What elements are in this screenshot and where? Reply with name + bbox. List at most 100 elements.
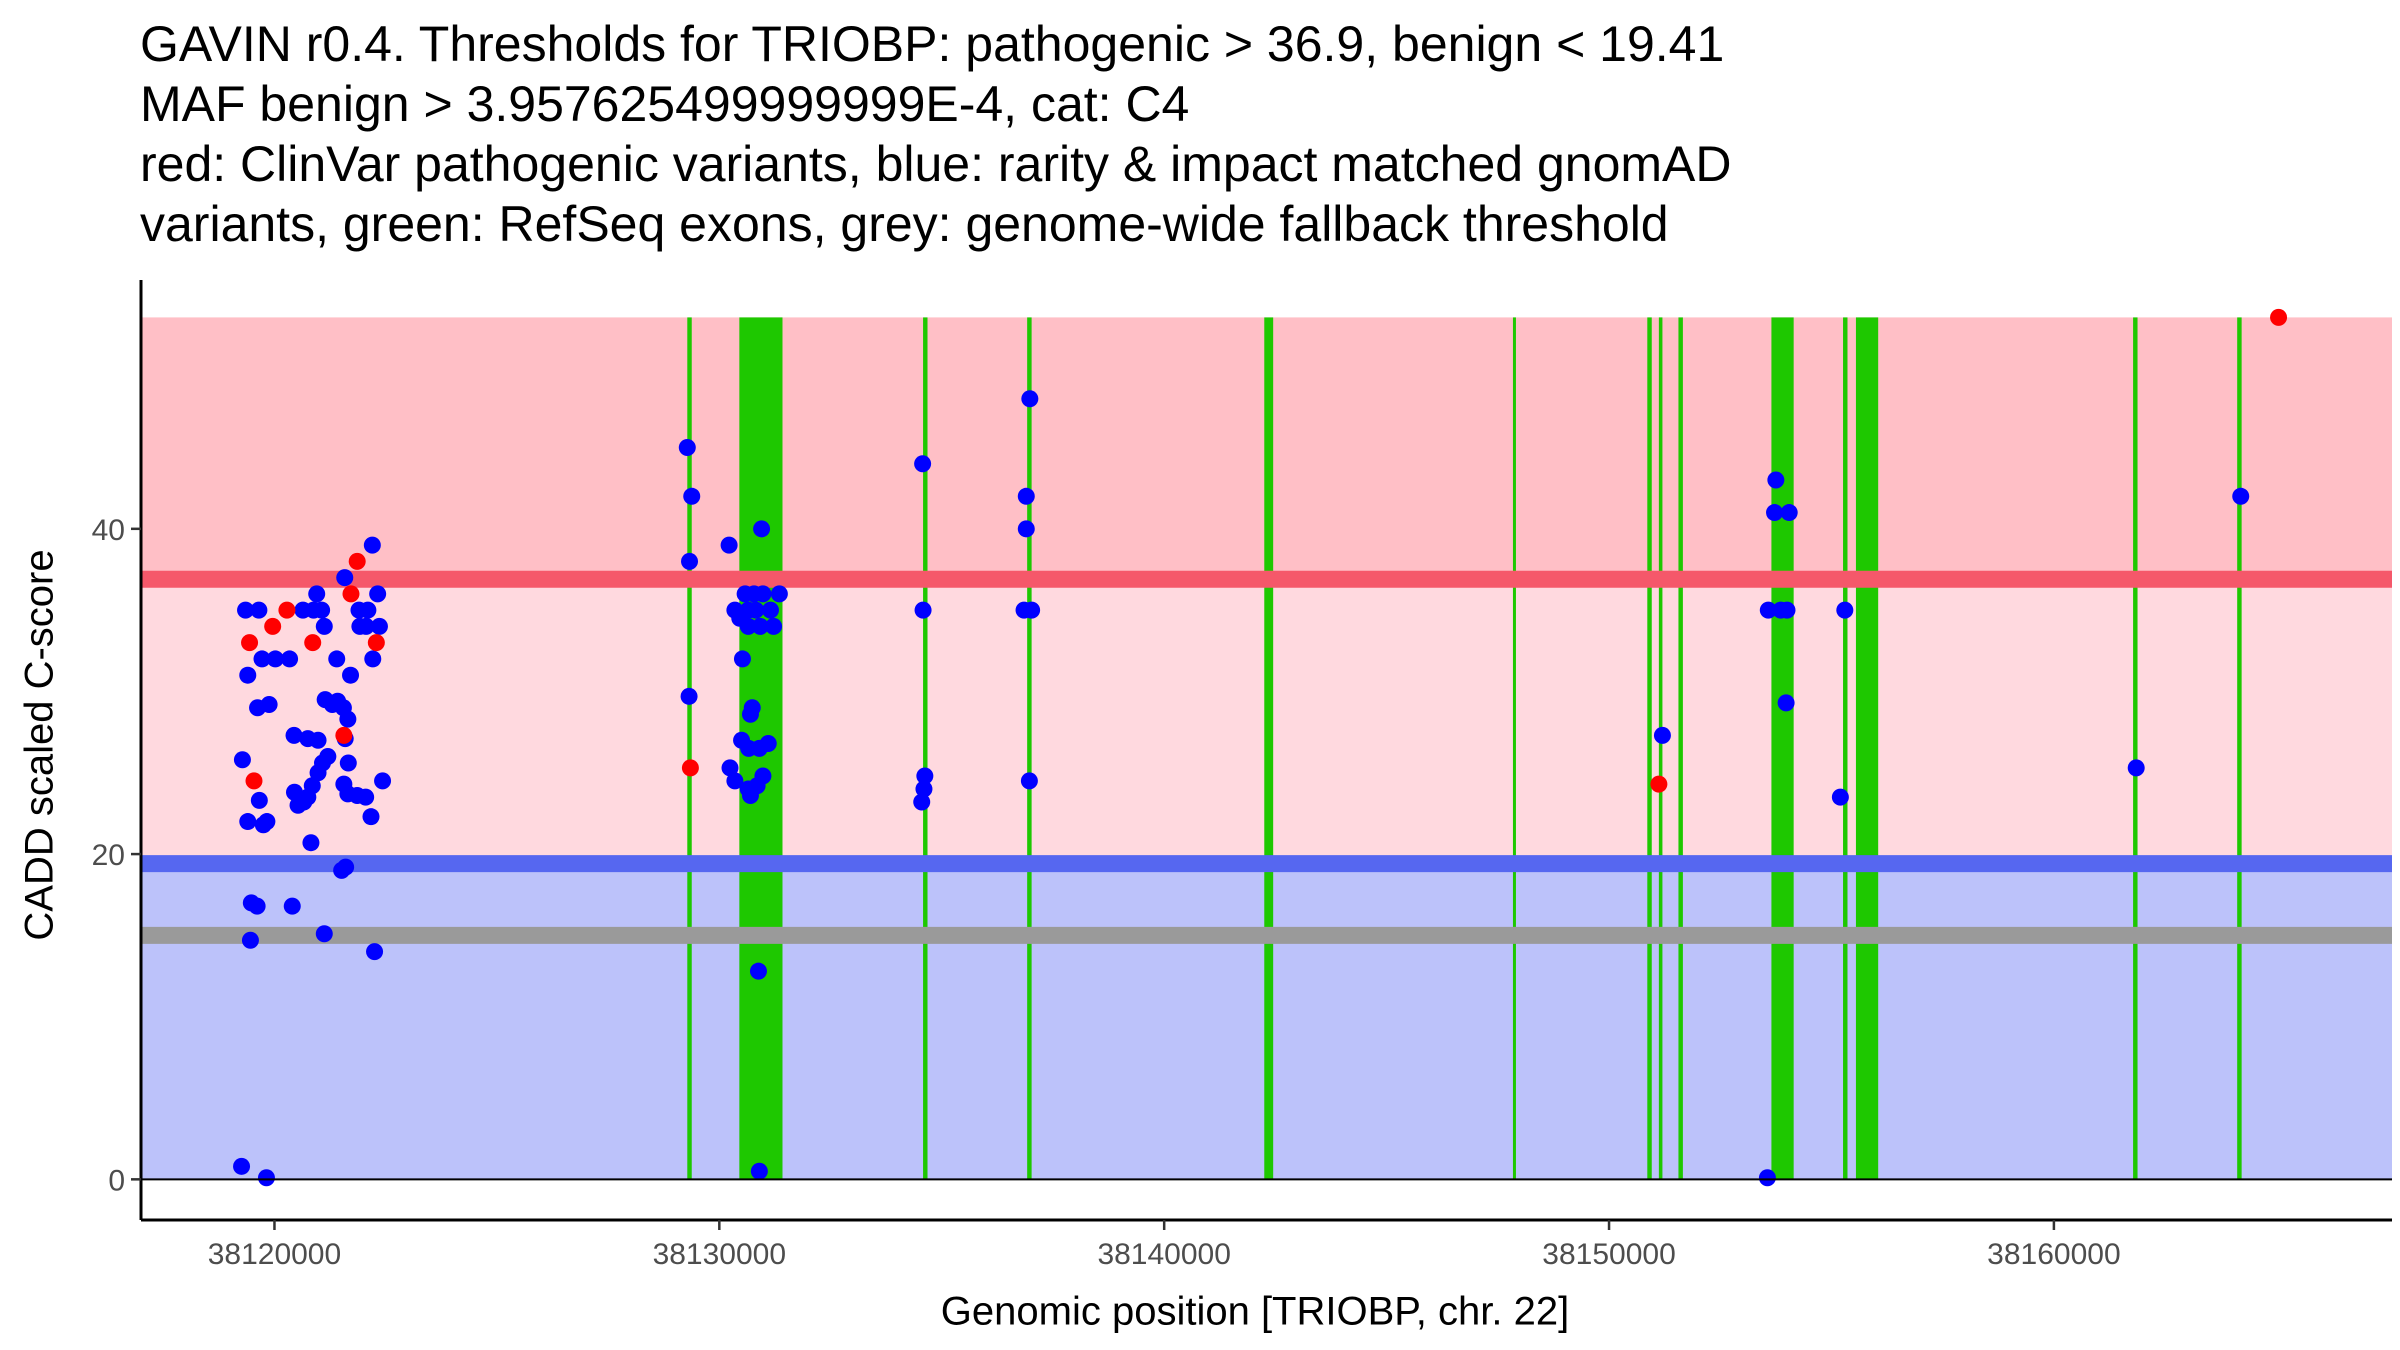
gnomad-point (751, 617, 769, 635)
gnomad-point (750, 1162, 768, 1180)
gnomad-point (1759, 601, 1777, 619)
gnomad-point (1758, 1169, 1776, 1187)
y-tick-label: 20 (92, 839, 125, 872)
gnomad-point (770, 585, 788, 603)
gnomad-point (233, 751, 251, 769)
clinvar-point (335, 726, 353, 744)
gnomad-point (319, 748, 337, 766)
gnomad-point (914, 455, 932, 473)
clinvar-point (2270, 308, 2288, 326)
gnomad-point (916, 767, 934, 785)
gnomad-point (339, 754, 357, 772)
exon-band (2237, 317, 2242, 1180)
gnomad-point (248, 897, 266, 915)
gnomad-point (761, 601, 779, 619)
gnomad-point (315, 617, 333, 635)
gnomad-point (681, 552, 699, 570)
variant-points (233, 308, 2288, 1187)
title-line-1: GAVIN r0.4. Thresholds for TRIOBP: patho… (140, 16, 1725, 72)
gnomad-point (1017, 487, 1035, 505)
gnomad-point (351, 617, 369, 635)
gnomad-point (750, 739, 768, 757)
clinvar-point (304, 634, 322, 652)
gnomad-point (1767, 471, 1785, 489)
clinvar-point (342, 585, 360, 603)
gnomad-point (281, 650, 299, 668)
gnomad-point (2127, 759, 2145, 777)
gnomad-point (250, 791, 268, 809)
gnomad-point (914, 601, 932, 619)
gnomad-point (308, 585, 326, 603)
gnomad-point (374, 772, 392, 790)
gnomad-point (915, 780, 933, 798)
gnomad-point (328, 650, 346, 668)
exon-band (2133, 317, 2138, 1180)
exon-band (1678, 317, 1683, 1180)
gnomad-point (370, 617, 388, 635)
exon-band (1843, 317, 1848, 1180)
gnomad-point (1653, 726, 1671, 744)
threshold-lines (141, 570, 2392, 944)
y-axis-label: CADD scaled C-score (17, 549, 62, 941)
gnomad-point (743, 699, 761, 717)
x-axis-label: Genomic position [TRIOBP, chr. 22] (940, 1289, 1570, 1334)
gnomad-point (363, 536, 381, 554)
x-tick-label: 38120000 (208, 1238, 341, 1271)
gnomad-point (285, 726, 303, 744)
gnomad-point (726, 772, 744, 790)
gnomad-point (1766, 504, 1784, 522)
gnomad-point (733, 650, 751, 668)
gnomad-point (739, 617, 757, 635)
gnomad-point (364, 650, 382, 668)
gnomad-point (2232, 487, 2250, 505)
gnomad-point (253, 650, 271, 668)
x-tick-label: 38150000 (1542, 1238, 1675, 1271)
gnomad-point (309, 731, 327, 749)
gnomad-point (680, 687, 698, 705)
clinvar-point (367, 634, 385, 652)
clinvar-point (348, 552, 366, 570)
gnomad-point (754, 585, 772, 603)
gnomad-point (283, 897, 301, 915)
exon-band (687, 317, 692, 1180)
gnomad-point (257, 1169, 275, 1187)
exon-band (1855, 317, 1879, 1180)
gnomad-point (239, 813, 257, 831)
gnomad-point (359, 601, 377, 619)
gnomad-point (313, 601, 331, 619)
gnomad-point (1017, 520, 1035, 538)
gnomad-point (1021, 390, 1039, 408)
x-tick-label: 38130000 (653, 1238, 786, 1271)
gnomad-point (303, 777, 321, 795)
gnomad-point (749, 962, 767, 980)
gnomad-point (250, 601, 268, 619)
gnomad-point (720, 536, 738, 554)
gnomad-point (241, 931, 259, 949)
gnomad-point (260, 695, 278, 713)
exon-band (1027, 317, 1032, 1180)
gnomad-point (1777, 694, 1795, 712)
clinvar-point (241, 634, 259, 652)
exon-band (1647, 317, 1652, 1180)
exon-band (1771, 317, 1794, 1180)
clinvar-point (681, 759, 699, 777)
clinvar-point (264, 617, 282, 635)
exon-band (1512, 317, 1516, 1180)
chart-title: GAVIN r0.4. Thresholds for TRIOBP: patho… (140, 14, 1731, 254)
gnomad-point (678, 439, 696, 457)
gnomad-point (741, 787, 759, 805)
gnomad-point (1023, 601, 1041, 619)
gnomad-point (1831, 788, 1849, 806)
gnomad-point (337, 858, 355, 876)
y-tick-label: 0 (108, 1164, 125, 1197)
gnomad-point (339, 710, 357, 728)
gnomad-point (369, 585, 387, 603)
clinvar-point (1650, 775, 1668, 793)
gnomad-point (1836, 601, 1854, 619)
gnomad-point (295, 793, 313, 811)
gnomad-point (753, 520, 771, 538)
gnomad-point (1780, 504, 1798, 522)
x-tick-label: 38160000 (1987, 1238, 2120, 1271)
exon-band (923, 317, 928, 1180)
